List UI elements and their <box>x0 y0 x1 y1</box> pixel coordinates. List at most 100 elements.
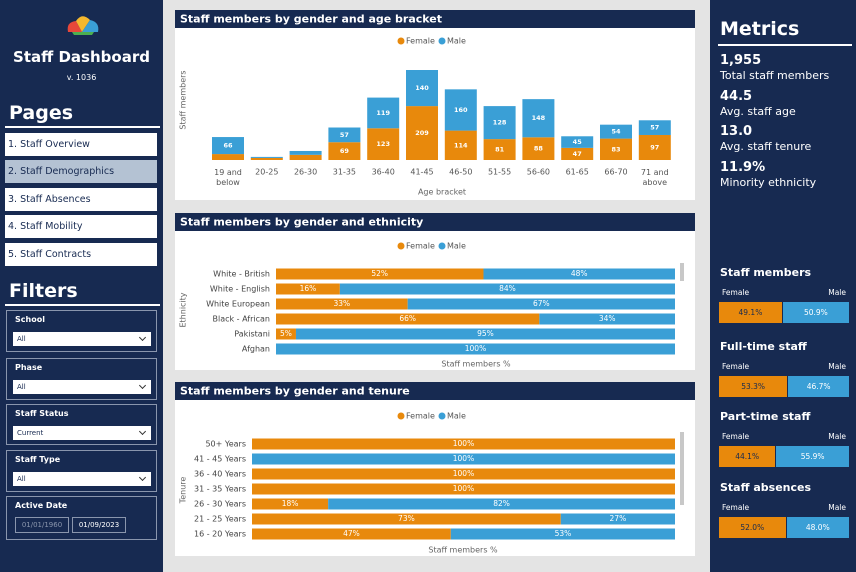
y-tick-label: 41 - 45 Years <box>194 455 246 464</box>
bar <box>276 268 484 280</box>
data-label: 55.9% <box>800 452 825 461</box>
bar <box>406 106 438 160</box>
data-label: 33% <box>333 299 350 308</box>
metric-value: 11.9% <box>720 160 766 175</box>
x-tick-label: 20-25 <box>255 168 278 177</box>
data-label: 27% <box>610 514 627 523</box>
bar <box>561 147 594 160</box>
filter-label: Active Date <box>15 501 68 510</box>
legend-label: Male <box>828 503 846 512</box>
data-label: 160 <box>454 106 468 114</box>
x-tick-label: 46-50 <box>449 168 472 177</box>
metric-label: Total staff members <box>720 69 830 82</box>
y-tick-label: Black - African <box>212 315 270 324</box>
bar: 46.7% <box>788 376 849 397</box>
metric-value: 1,955 <box>720 53 762 68</box>
metric-label: Minority ethnicity <box>720 176 817 189</box>
data-label: 83 <box>611 145 620 153</box>
filter-label: Phase <box>15 363 43 372</box>
bar <box>276 343 675 355</box>
nav-item[interactable]: 2. Staff Demographics <box>5 160 157 183</box>
metrics-heading: Metrics <box>720 18 800 40</box>
legend-marker <box>397 37 405 45</box>
data-label: 140 <box>415 84 429 92</box>
dropdown[interactable]: All <box>13 332 151 346</box>
data-label: 128 <box>493 119 507 127</box>
data-label: 97 <box>650 143 659 151</box>
bar <box>367 128 400 160</box>
chart-title: Staff members by gender and ethnicity <box>180 216 423 229</box>
legend-label: Female <box>722 362 750 371</box>
legend-label: Female <box>406 242 435 251</box>
pages-heading: Pages <box>9 102 74 124</box>
x-axis-label: Staff members % <box>428 546 498 555</box>
bar <box>600 138 632 160</box>
data-label: 123 <box>376 140 390 148</box>
data-label: 119 <box>376 109 390 117</box>
scrollbar <box>680 263 684 281</box>
x-tick-label: 66-70 <box>604 168 627 177</box>
nav-item[interactable]: 3. Staff Absences <box>5 188 157 211</box>
bar <box>450 528 675 540</box>
metric-value: 44.5 <box>720 89 753 104</box>
bar <box>276 283 340 295</box>
x-tick-label: 31-35 <box>333 168 356 177</box>
x-tick-label: 36-40 <box>372 168 395 177</box>
logo <box>67 16 99 35</box>
bar: 50.9% <box>782 302 849 323</box>
nav-item[interactable]: 5. Staff Contracts <box>5 243 157 266</box>
data-label: 52.0% <box>740 523 765 532</box>
date-filter: Active Date 01/01/1960 01/09/2023 <box>6 496 157 540</box>
y-axis-label: Staff members <box>179 70 188 129</box>
nav-item[interactable]: 4. Staff Mobility <box>5 215 157 238</box>
y-tick-label: Afghan <box>242 345 270 354</box>
data-label: 66% <box>399 314 416 323</box>
legend-marker <box>438 242 446 250</box>
split-title: Part-time staff <box>720 410 811 423</box>
x-tick-label: 41-45 <box>410 168 433 177</box>
bar <box>289 154 322 160</box>
data-label: 100% <box>453 454 474 463</box>
dropdown[interactable]: All <box>13 472 151 486</box>
data-label: 88 <box>534 145 544 153</box>
date-from[interactable]: 01/01/1960 <box>15 517 69 533</box>
dropdown[interactable]: All <box>13 380 151 394</box>
data-label: 53% <box>555 529 572 538</box>
y-tick-label: 16 - 20 Years <box>194 530 246 539</box>
data-label: 57 <box>650 124 659 132</box>
metric-value: 13.0 <box>720 124 753 139</box>
data-label: 49.1% <box>738 308 763 317</box>
bar <box>295 328 675 340</box>
bar <box>483 268 675 280</box>
x-tick-label: 26-30 <box>294 168 317 177</box>
bar <box>328 142 361 160</box>
data-label: 44.1% <box>735 452 760 461</box>
filter: Staff Type All <box>6 450 157 492</box>
x-tick-label: 71 and above <box>641 168 669 187</box>
bar <box>638 134 671 160</box>
filter: Staff Status Current <box>6 404 157 445</box>
bar <box>212 154 244 160</box>
bar <box>276 298 408 310</box>
date-to[interactable]: 01/09/2023 <box>72 517 126 533</box>
version: v. 1036 <box>66 73 97 82</box>
chart: Staff members by gender and tenure Female… <box>175 382 695 555</box>
x-axis-label: Staff members % <box>441 360 511 369</box>
legend-label: Male <box>447 412 466 421</box>
data-label: 47 <box>573 150 582 158</box>
dropdown[interactable]: Current <box>13 426 151 440</box>
metrics-panel: Metrics 1,955 Total staff members 44.5 Avg.… <box>710 0 856 572</box>
legend-label: Male <box>828 288 846 297</box>
legend-label: Female <box>722 288 750 297</box>
y-axis-label: Ethnicity <box>179 292 188 327</box>
underline <box>5 304 160 306</box>
data-label: 67% <box>533 299 550 308</box>
bar <box>252 483 675 495</box>
data-label: 148 <box>532 114 546 122</box>
data-label: 45 <box>573 138 583 146</box>
data-label: 16% <box>300 284 317 293</box>
bar <box>252 453 675 465</box>
bar <box>367 97 400 129</box>
nav-item[interactable]: 1. Staff Overview <box>5 133 157 156</box>
